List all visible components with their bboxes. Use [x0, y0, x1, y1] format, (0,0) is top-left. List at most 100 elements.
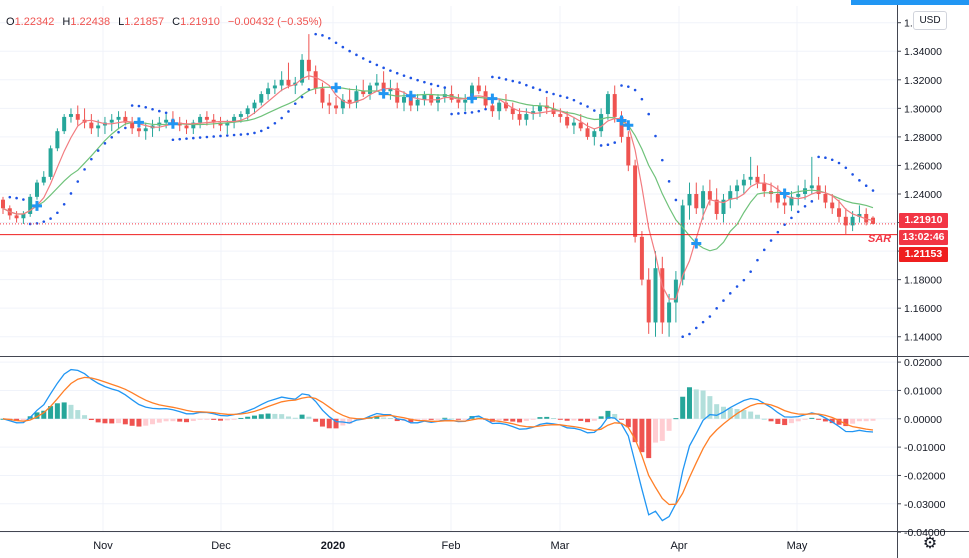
candle-body — [164, 119, 169, 123]
sar-dot — [321, 34, 324, 37]
macd-histogram-bar — [673, 418, 679, 420]
candle-body — [694, 193, 699, 209]
candle-body — [68, 114, 73, 117]
sar-dot — [49, 217, 52, 220]
macd-histogram-bar — [204, 418, 210, 420]
macd-histogram-bar — [245, 416, 251, 419]
sar-dot — [361, 57, 365, 60]
sar-dot — [117, 130, 120, 134]
time-axis-label: 2020 — [321, 540, 345, 552]
sar-dot — [327, 36, 331, 40]
macd-histogram-bar — [54, 403, 60, 419]
sar-dot — [518, 81, 521, 84]
sar-dot — [552, 92, 555, 96]
sar-dot — [491, 75, 494, 79]
macd-histogram-bar — [408, 418, 414, 423]
currency-button[interactable]: USD — [913, 11, 947, 30]
candle-body — [816, 185, 821, 194]
macd-histogram-bar — [394, 418, 400, 422]
sar-dot — [681, 335, 684, 339]
macd-histogram-bar — [700, 390, 706, 419]
sar-dot — [620, 84, 623, 87]
sar-dot — [864, 184, 868, 188]
macd-histogram-bar — [863, 418, 869, 422]
candle-body — [136, 128, 141, 132]
macd-histogram-bar — [714, 404, 720, 419]
candle-body — [707, 191, 712, 200]
sar-dot — [15, 196, 18, 200]
sar-dot — [382, 66, 385, 70]
sar-dot — [124, 126, 127, 130]
macd-histogram-bar — [163, 418, 169, 422]
macd-histogram-bar — [333, 418, 339, 429]
macd-histogram-bar — [816, 418, 822, 420]
candle-body — [857, 213, 862, 217]
sar-dot — [497, 76, 501, 80]
candle-body — [809, 185, 814, 189]
candle-body — [755, 176, 760, 183]
macd-histogram-bar — [313, 418, 319, 422]
sar-dot — [803, 204, 807, 208]
sar-dot — [722, 299, 725, 302]
sar-dot — [239, 133, 243, 136]
candle-body — [252, 102, 257, 109]
candle-body — [408, 96, 413, 106]
grid — [0, 6, 897, 533]
sar-dot — [525, 83, 528, 87]
macd-histogram-bar — [95, 418, 101, 423]
macd-histogram-bar — [557, 418, 563, 420]
gear-icon[interactable]: ⚙ — [922, 535, 938, 552]
sar-dot — [90, 157, 93, 161]
sar-dot — [259, 129, 263, 133]
sar-dot — [402, 74, 406, 77]
sar-dot — [375, 63, 379, 67]
sar-dot — [504, 78, 508, 81]
time-axis-labels: Nov Dec 2020 Feb Mar Apr May — [93, 540, 808, 552]
macd-histogram-bar — [727, 407, 733, 419]
macd-histogram-bar — [347, 418, 353, 424]
macd-histogram-bar — [136, 418, 142, 427]
macd-histogram-bar — [856, 418, 862, 422]
sar-dot — [266, 126, 270, 130]
macd-line — [2, 368, 874, 522]
macd-histogram-bar — [190, 418, 196, 422]
price-axis-labels: 1.360001.340001.320001.300001.280001.260… — [897, 18, 946, 539]
candle-body — [368, 85, 373, 95]
macd-histogram-bar — [326, 418, 332, 429]
sar-dot — [756, 258, 759, 262]
sar-dot — [728, 292, 732, 295]
sar-dot — [450, 112, 453, 116]
sar-dot — [76, 180, 80, 183]
macd-histogram-bar — [279, 414, 285, 419]
macd-histogram-bar — [20, 418, 26, 421]
candle-body — [198, 116, 203, 123]
macd-histogram-bar — [578, 418, 584, 421]
candle-body — [830, 202, 835, 209]
macd-histogram-bar — [102, 418, 108, 424]
macd-axis-label: 0.00000 — [904, 414, 942, 426]
macd-histogram-bar — [88, 418, 94, 421]
sar-dot — [212, 135, 216, 138]
candle-body — [612, 94, 617, 117]
candle-body — [864, 213, 869, 223]
macd-histogram-bar — [544, 416, 550, 419]
macd-histogram-bar — [224, 418, 230, 421]
macd-histogram-bar — [211, 418, 217, 420]
candle-body — [286, 79, 291, 86]
candle-body — [75, 114, 80, 120]
macd-histogram-bar — [150, 418, 156, 425]
macd-histogram-bar — [116, 418, 122, 424]
candle-body — [701, 191, 706, 209]
candle-body — [680, 205, 685, 280]
candle-body — [762, 182, 767, 192]
macd-histogram-bar — [585, 418, 591, 423]
sar-dot — [749, 270, 752, 273]
candle-body — [633, 165, 638, 237]
macd-histogram — [0, 387, 876, 459]
sar-dot — [701, 320, 705, 324]
macd-histogram-bar — [686, 387, 692, 419]
macd-histogram-bar — [381, 417, 387, 419]
candle-body — [143, 128, 148, 132]
sar-dot — [185, 137, 188, 140]
